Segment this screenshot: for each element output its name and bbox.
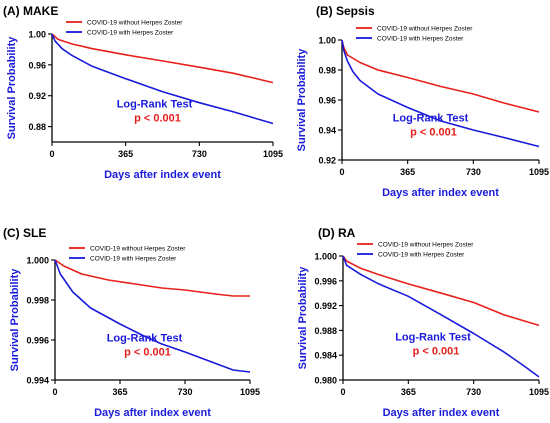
x-tick-label: 1095 [529, 387, 549, 397]
y-tick-label: 0.992 [314, 301, 337, 311]
y-tick-label: 0.988 [314, 326, 337, 336]
y-tick-label: 1.00 [318, 36, 336, 46]
series-line-with-herpes-zoster [51, 33, 274, 125]
legend-entry: COVID-19 without Herpes Zoster [90, 246, 186, 253]
y-tick-label: 1.00 [28, 30, 46, 40]
chart-panel-2: (B) Sepsis 0.92 0.94 0.96 0.98 1.00 0 365 730 109… [296, 4, 549, 199]
y-axis-title: Survival Probability [297, 266, 309, 370]
legend-entry: COVID-19 with Herpes Zoster [90, 256, 177, 263]
x-tick-label: 1095 [240, 387, 260, 397]
x-tick-label: 730 [466, 167, 481, 177]
y-axis-title: Survival Probability [296, 48, 308, 152]
y-tick-label: 1.000 [314, 252, 337, 262]
y-tick-label: 0.996 [314, 276, 337, 286]
p-value-label: p < 0.001 [124, 347, 171, 359]
legend-entry: COVID-19 without Herpes Zoster [377, 26, 473, 33]
y-tick-label: 0.88 [28, 122, 46, 132]
y-tick-label: 0.980 [314, 376, 337, 386]
x-tick-label: 365 [400, 167, 415, 177]
series-line-with-herpes-zoster [54, 259, 251, 373]
y-tick-label: 0.98 [318, 66, 336, 76]
y-axis-title: Survival Probability [9, 268, 21, 372]
legend-entry: COVID-19 with Herpes Zoster [378, 252, 465, 259]
x-axis-title: Days after index event [94, 407, 211, 419]
y-tick-label: 0.92 [318, 156, 336, 166]
panel-title: (B) Sepsis [316, 4, 375, 18]
legend-entry: COVID-19 without Herpes Zoster [378, 242, 474, 249]
y-tick-label: 0.92 [28, 91, 46, 101]
y-tick-label: 1.000 [26, 256, 49, 266]
x-tick-label: 0 [49, 149, 54, 159]
x-tick-label: 1095 [263, 149, 283, 159]
y-tick-label: 0.94 [318, 126, 336, 136]
x-tick-label: 0 [339, 167, 344, 177]
panel-title: (A) MAKE [3, 4, 58, 18]
x-tick-label: 730 [192, 149, 207, 159]
y-tick-label: 0.984 [314, 351, 337, 361]
x-axis-title: Days after index event [383, 407, 500, 419]
p-value-label: p < 0.001 [134, 112, 181, 124]
chart-panel-1: (A) MAKE 0.88 0.92 0.96 1.00 0 365 730 1095 Days … [3, 4, 283, 181]
y-tick-label: 0.996 [26, 336, 49, 346]
panel-title: (C) SLE [3, 226, 46, 240]
x-tick-label: 365 [112, 387, 127, 397]
y-tick-label: 0.96 [28, 60, 46, 70]
log-rank-test-label: Log-Rank Test [393, 113, 469, 125]
x-axis-title: Days after index event [104, 169, 221, 181]
x-tick-label: 365 [401, 387, 416, 397]
x-tick-label: 1095 [529, 167, 549, 177]
x-tick-label: 0 [340, 387, 345, 397]
legend-entry: COVID-19 without Herpes Zoster [87, 20, 183, 27]
series-line-with-herpes-zoster [341, 39, 540, 148]
legend-entry: COVID-19 with Herpes Zoster [87, 30, 174, 37]
x-tick-label: 0 [52, 387, 57, 397]
x-tick-label: 730 [177, 387, 192, 397]
log-rank-test-label: Log-Rank Test [117, 98, 193, 110]
series-line-without-herpes-zoster [54, 259, 250, 297]
chart-panel-3: (C) SLE 0.994 0.996 0.998 1.000 0 365 730 1095 Da… [3, 226, 260, 419]
panel-title: (D) RA [318, 226, 356, 240]
p-value-label: p < 0.001 [413, 345, 460, 357]
x-axis-title: Days after index event [382, 187, 499, 199]
y-axis-title: Survival Probability [6, 36, 18, 140]
series-line-without-herpes-zoster [342, 255, 540, 327]
series-line-with-herpes-zoster [342, 255, 540, 378]
series-line-without-herpes-zoster [51, 33, 274, 84]
y-tick-label: 0.96 [318, 96, 336, 106]
chart-panel-4: (D) RA 0.980 0.984 0.988 0.992 0.996 1.000 0 365… [297, 226, 549, 419]
legend-entry: COVID-19 with Herpes Zoster [377, 36, 464, 43]
y-tick-label: 0.998 [26, 296, 49, 306]
x-tick-label: 730 [466, 387, 481, 397]
p-value-label: p < 0.001 [410, 127, 457, 139]
log-rank-test-label: Log-Rank Test [395, 331, 471, 343]
log-rank-test-label: Log-Rank Test [107, 333, 183, 345]
y-tick-label: 0.994 [26, 376, 49, 386]
series-line-without-herpes-zoster [341, 39, 540, 113]
x-tick-label: 365 [118, 149, 133, 159]
